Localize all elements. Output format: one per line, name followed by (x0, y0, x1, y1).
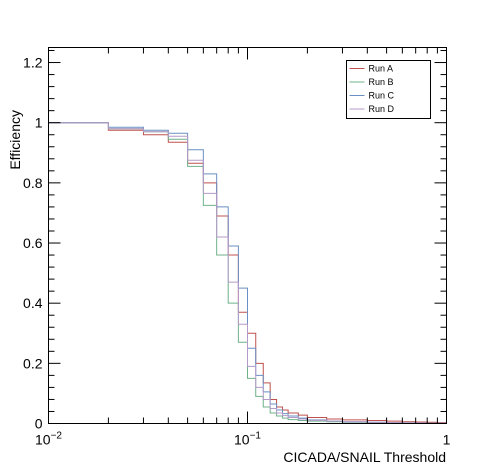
series-line-1 (48, 122, 447, 424)
y-tick-label: 0 (35, 416, 43, 432)
y-tick-label: 1 (35, 115, 43, 131)
y-tick-label: 0.8 (23, 175, 43, 191)
legend-label: Run A (369, 64, 394, 74)
y-tick-label: 0.6 (23, 235, 43, 251)
y-tick-label: 1.2 (23, 55, 43, 71)
x-tick-label: 10−2 (35, 431, 62, 448)
y-axis: 0 0.2 0.4 0.6 0.8 1 1.2 (23, 50, 447, 432)
y-tick-label: 0.4 (23, 295, 43, 311)
x-tick-label: 1 (443, 432, 451, 448)
legend-label: Run C (369, 91, 395, 101)
y-tick-label: 0.2 (23, 355, 43, 371)
legend-label: Run B (369, 77, 394, 87)
x-tick-label: 10−1 (234, 431, 261, 448)
x-axis-title: CICADA/SNAIL Threshold (283, 449, 446, 465)
y-axis-title: Efficiency (7, 110, 23, 170)
series-layer (48, 122, 447, 424)
legend: Run A Run B Run C Run D (346, 60, 431, 119)
x-axis: 10−2 10−1 1 (35, 47, 451, 448)
legend-label: Run D (369, 104, 395, 114)
series-line-4 (48, 122, 447, 424)
